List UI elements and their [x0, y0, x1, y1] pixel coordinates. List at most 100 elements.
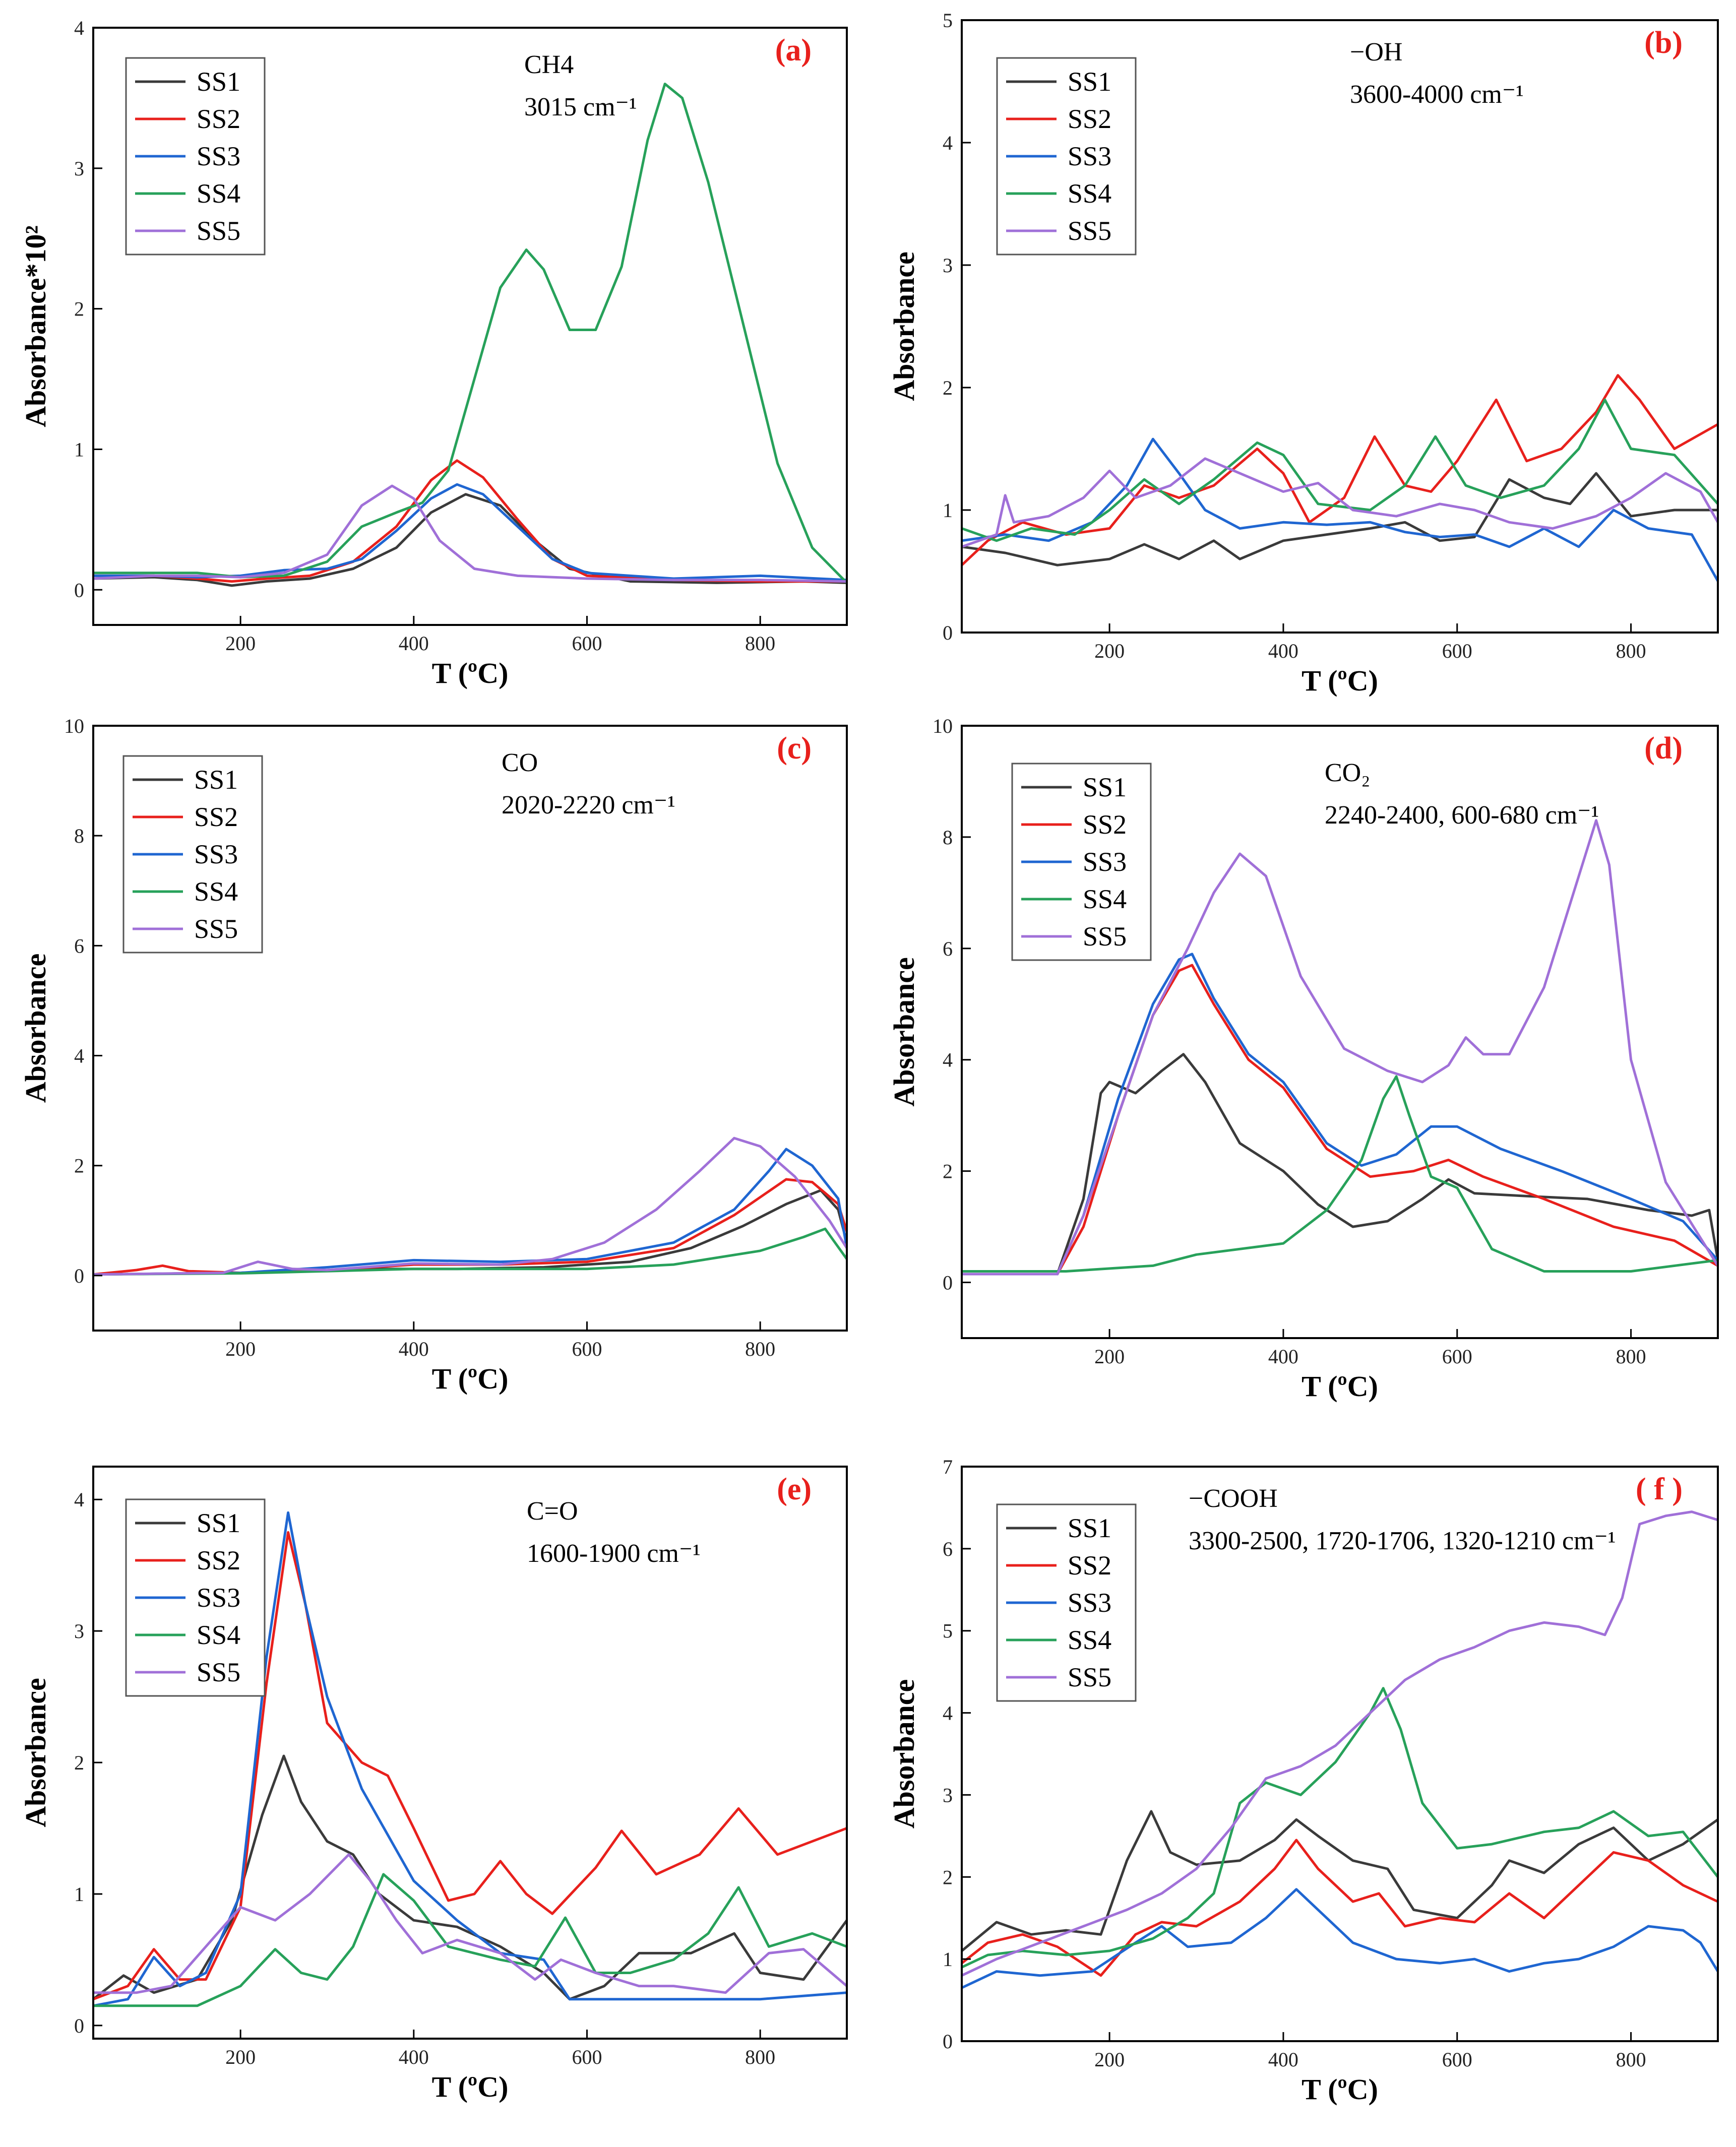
annotation-line-1: CO — [502, 748, 538, 777]
legend-label-ss4: SS4 — [1068, 1625, 1111, 1655]
panel-letter: (b) — [1644, 26, 1683, 60]
y-tick-label: 2 — [943, 376, 953, 399]
series-line-ss5 — [93, 1853, 847, 1994]
series-line-ss2 — [962, 374, 1718, 566]
x-tick-label: 800 — [1616, 640, 1646, 662]
legend-label-ss3: SS3 — [1083, 847, 1127, 877]
x-tick-label: 200 — [225, 2046, 256, 2068]
annotation-line-1: CO₂ — [1325, 759, 1370, 787]
y-tick-label: 4 — [74, 1045, 84, 1067]
series-line-ss4 — [93, 83, 847, 584]
panel-b: 200 400 600 800 0 1 2 3 4 5 T (ºC) Absorbance SS1 SS2… — [888, 9, 1719, 697]
x-tick-label: 400 — [399, 632, 429, 655]
panel-d: 200 400 600 800 0 2 4 6 8 10 T (ºC) Absorbance SS1 SS… — [888, 715, 1719, 1403]
panel-letter: (e) — [777, 1472, 812, 1506]
series-line-ss3 — [962, 1888, 1718, 1989]
y-tick-label: 8 — [943, 826, 953, 849]
y-tick-label: 0 — [943, 1272, 953, 1294]
y-tick-label: 1 — [74, 438, 84, 461]
y-tick-label: 1 — [943, 1948, 953, 1971]
y-tick-label: 2 — [74, 1155, 84, 1177]
annotation-line-1: C=O — [527, 1497, 578, 1526]
annotation-line-2: 2020-2220 cm⁻¹ — [502, 791, 675, 819]
panel-f: 200 400 600 800 0 1 2 3 4 5 6 7 T (ºC) Absorbance SS1 S… — [888, 1456, 1719, 2106]
x-axis-title: T (ºC) — [1301, 664, 1378, 697]
legend-label-ss2: SS2 — [194, 802, 238, 832]
y-tick-label: 4 — [943, 1049, 953, 1071]
y-axis-title: Absorbance — [888, 251, 920, 401]
series-line-ss1 — [93, 1754, 847, 2001]
annotation-line-2: 3015 cm⁻¹ — [524, 93, 637, 121]
series-line-ss2 — [962, 964, 1718, 1276]
plot-frame — [961, 725, 1719, 1339]
series-line-ss3 — [962, 953, 1718, 1276]
annotation-line-2: 3600-4000 cm⁻¹ — [1350, 80, 1524, 109]
legend-label-ss4: SS4 — [1083, 884, 1127, 914]
y-tick-label: 1 — [943, 499, 953, 522]
x-axis-title: T (ºC) — [432, 657, 509, 689]
y-tick-label: 4 — [74, 1488, 84, 1511]
legend-label-ss5: SS5 — [197, 1657, 240, 1687]
panel-letter: ( f ) — [1636, 1472, 1683, 1506]
panel-c: 200 400 600 800 0 2 4 6 8 10 T (ºC) Absorbance SS1 SS… — [19, 715, 848, 1395]
legend-label-ss1: SS1 — [197, 67, 240, 97]
x-tick-label: 200 — [1094, 1345, 1125, 1368]
y-tick-label: 3 — [943, 1784, 953, 1806]
x-tick-label: 400 — [399, 2046, 429, 2068]
x-tick-label: 800 — [745, 2046, 775, 2068]
y-tick-label: 5 — [943, 9, 953, 32]
y-tick-label: 2 — [943, 1866, 953, 1888]
series-line-ss5 — [962, 457, 1718, 548]
x-tick-label: 200 — [225, 632, 256, 655]
series-line-ss5 — [93, 1136, 847, 1276]
x-axis-title: T (ºC) — [432, 2070, 509, 2103]
legend-label-ss1: SS1 — [1068, 67, 1111, 97]
annotation-line-1: −COOH — [1189, 1484, 1278, 1513]
series-line-ss4 — [93, 1873, 847, 2007]
y-axis-title: Absorbance — [888, 1679, 920, 1828]
x-tick-label: 600 — [1442, 2048, 1472, 2071]
y-tick-label: 2 — [74, 1751, 84, 1774]
y-tick-label: 4 — [943, 132, 953, 154]
x-tick-label: 400 — [399, 1338, 429, 1360]
series-line-ss3 — [962, 437, 1718, 582]
annotation-line-2: 2240-2400, 600-680 cm⁻¹ — [1325, 801, 1599, 830]
legend-label-ss4: SS4 — [197, 178, 240, 209]
series-line-ss2 — [93, 459, 847, 583]
series-line-ss4 — [962, 398, 1718, 542]
x-tick-label: 200 — [225, 1338, 256, 1360]
x-tick-label: 800 — [745, 1338, 775, 1360]
legend-label-ss3: SS3 — [194, 839, 238, 869]
legend-label-ss3: SS3 — [1068, 1588, 1111, 1618]
panel-e: 200 400 600 800 0 1 2 3 4 T (ºC) Absorbance SS1 SS2 S… — [19, 1466, 848, 2103]
series-line-ss2 — [93, 1531, 847, 2001]
series-line-ss1 — [962, 1810, 1718, 1952]
legend-label-ss2: SS2 — [1083, 809, 1127, 840]
x-axis-title: T (ºC) — [432, 1362, 509, 1395]
x-tick-label: 600 — [572, 2046, 602, 2068]
y-tick-label: 0 — [74, 2014, 84, 2037]
annotation-line-2: 3300-2500, 1720-1706, 1320-1210 cm⁻¹ — [1189, 1527, 1616, 1555]
y-tick-label: 8 — [74, 825, 84, 847]
y-axis-title: Absorbance — [888, 957, 920, 1106]
legend-label-ss5: SS5 — [1083, 921, 1127, 952]
y-tick-label: 2 — [74, 298, 84, 321]
series-line-ss1 — [962, 472, 1718, 566]
y-tick-label: 7 — [943, 1456, 953, 1478]
series-line-ss1 — [962, 1053, 1718, 1276]
y-tick-label: 6 — [943, 937, 953, 960]
series-line-ss3 — [93, 1148, 847, 1276]
x-tick-label: 800 — [745, 632, 775, 655]
plot-frame — [92, 725, 848, 1332]
legend-label-ss3: SS3 — [1068, 141, 1111, 171]
legend-label-ss3: SS3 — [197, 141, 240, 171]
plot-frame — [961, 19, 1719, 634]
x-tick-label: 400 — [1268, 1345, 1298, 1368]
y-tick-label: 3 — [74, 157, 84, 180]
y-tick-label: 6 — [74, 934, 84, 957]
legend-label-ss2: SS2 — [197, 1545, 240, 1575]
legend-label-ss2: SS2 — [1068, 104, 1111, 134]
x-tick-label: 600 — [1442, 640, 1472, 662]
y-tick-label: 3 — [74, 1620, 84, 1643]
